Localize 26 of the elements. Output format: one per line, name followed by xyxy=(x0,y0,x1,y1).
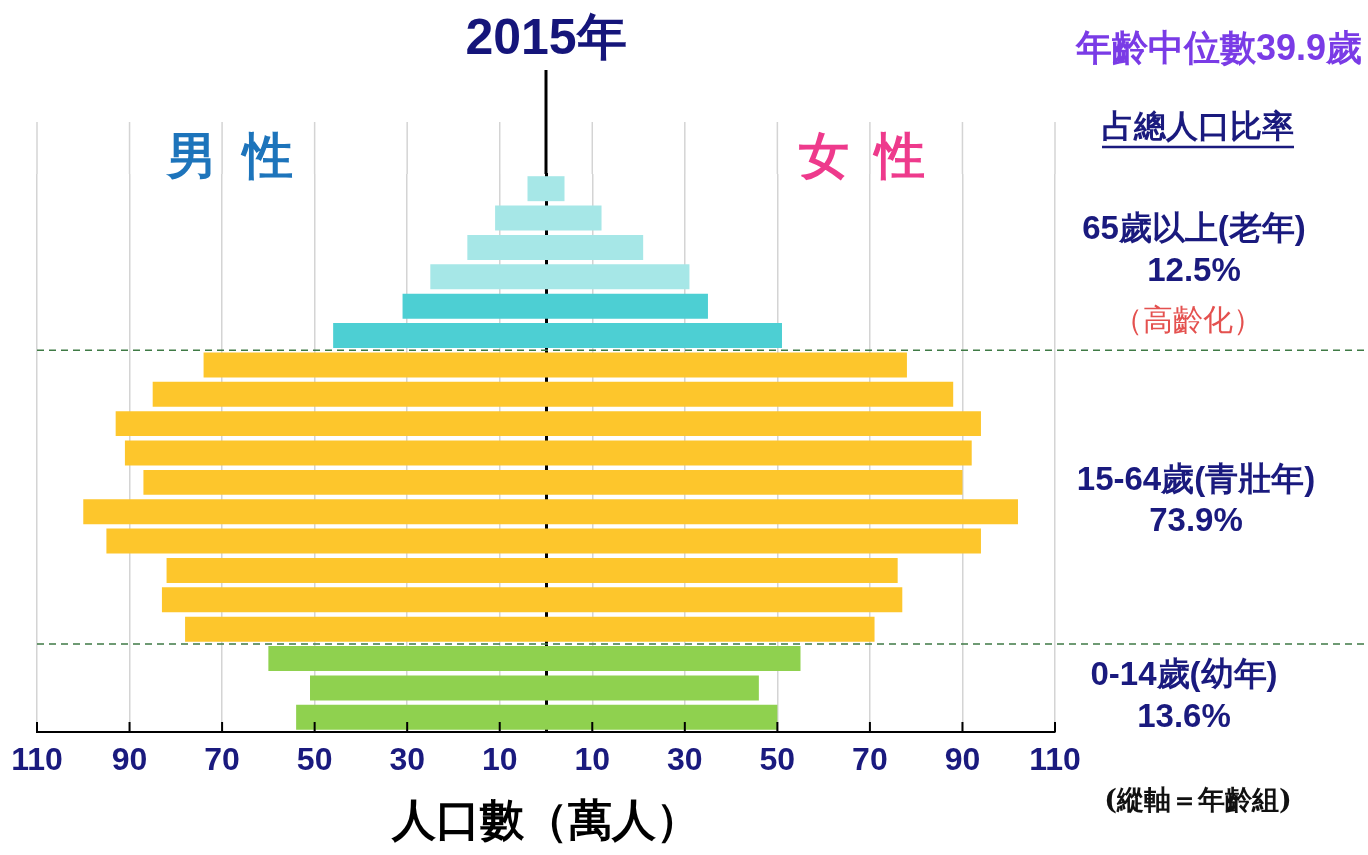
text: 73.9% xyxy=(1149,501,1243,539)
x-tick-label: 70 xyxy=(204,741,240,778)
x-tick-label: 110 xyxy=(11,741,63,778)
text: 65歲以上(老年) xyxy=(1082,209,1306,247)
x-tick-label: 50 xyxy=(759,741,796,778)
x-tick-label: 10 xyxy=(574,741,611,778)
x-tick-label: 90 xyxy=(111,741,148,778)
text: 13.6% xyxy=(1137,697,1231,735)
text: (縱軸＝年齡組) xyxy=(1104,784,1292,816)
x-tick-label: 50 xyxy=(296,741,333,778)
x-tick-label: 30 xyxy=(389,741,425,778)
x-tick-label: 30 xyxy=(667,741,703,778)
text: 15-64歲(青壯年) xyxy=(1076,460,1316,498)
x-axis-title: 人口數（萬人） xyxy=(391,794,700,844)
text: 0-14歲(幼年) xyxy=(1090,655,1278,693)
x-tick-label: 10 xyxy=(481,741,518,778)
text: （高齡化） xyxy=(1113,301,1263,337)
x-tick-label: 110 xyxy=(1029,741,1081,778)
x-tick-label: 90 xyxy=(944,741,981,778)
text: 占總人口比率 xyxy=(1102,107,1294,144)
chart-title: 2015年 xyxy=(465,8,627,65)
text: 女性 xyxy=(797,125,951,185)
x-tick-label: 70 xyxy=(852,741,888,778)
text: 年齡中位數39.9歲 xyxy=(1074,26,1362,68)
text: 男性 xyxy=(165,125,320,185)
text: 12.5% xyxy=(1147,251,1241,289)
